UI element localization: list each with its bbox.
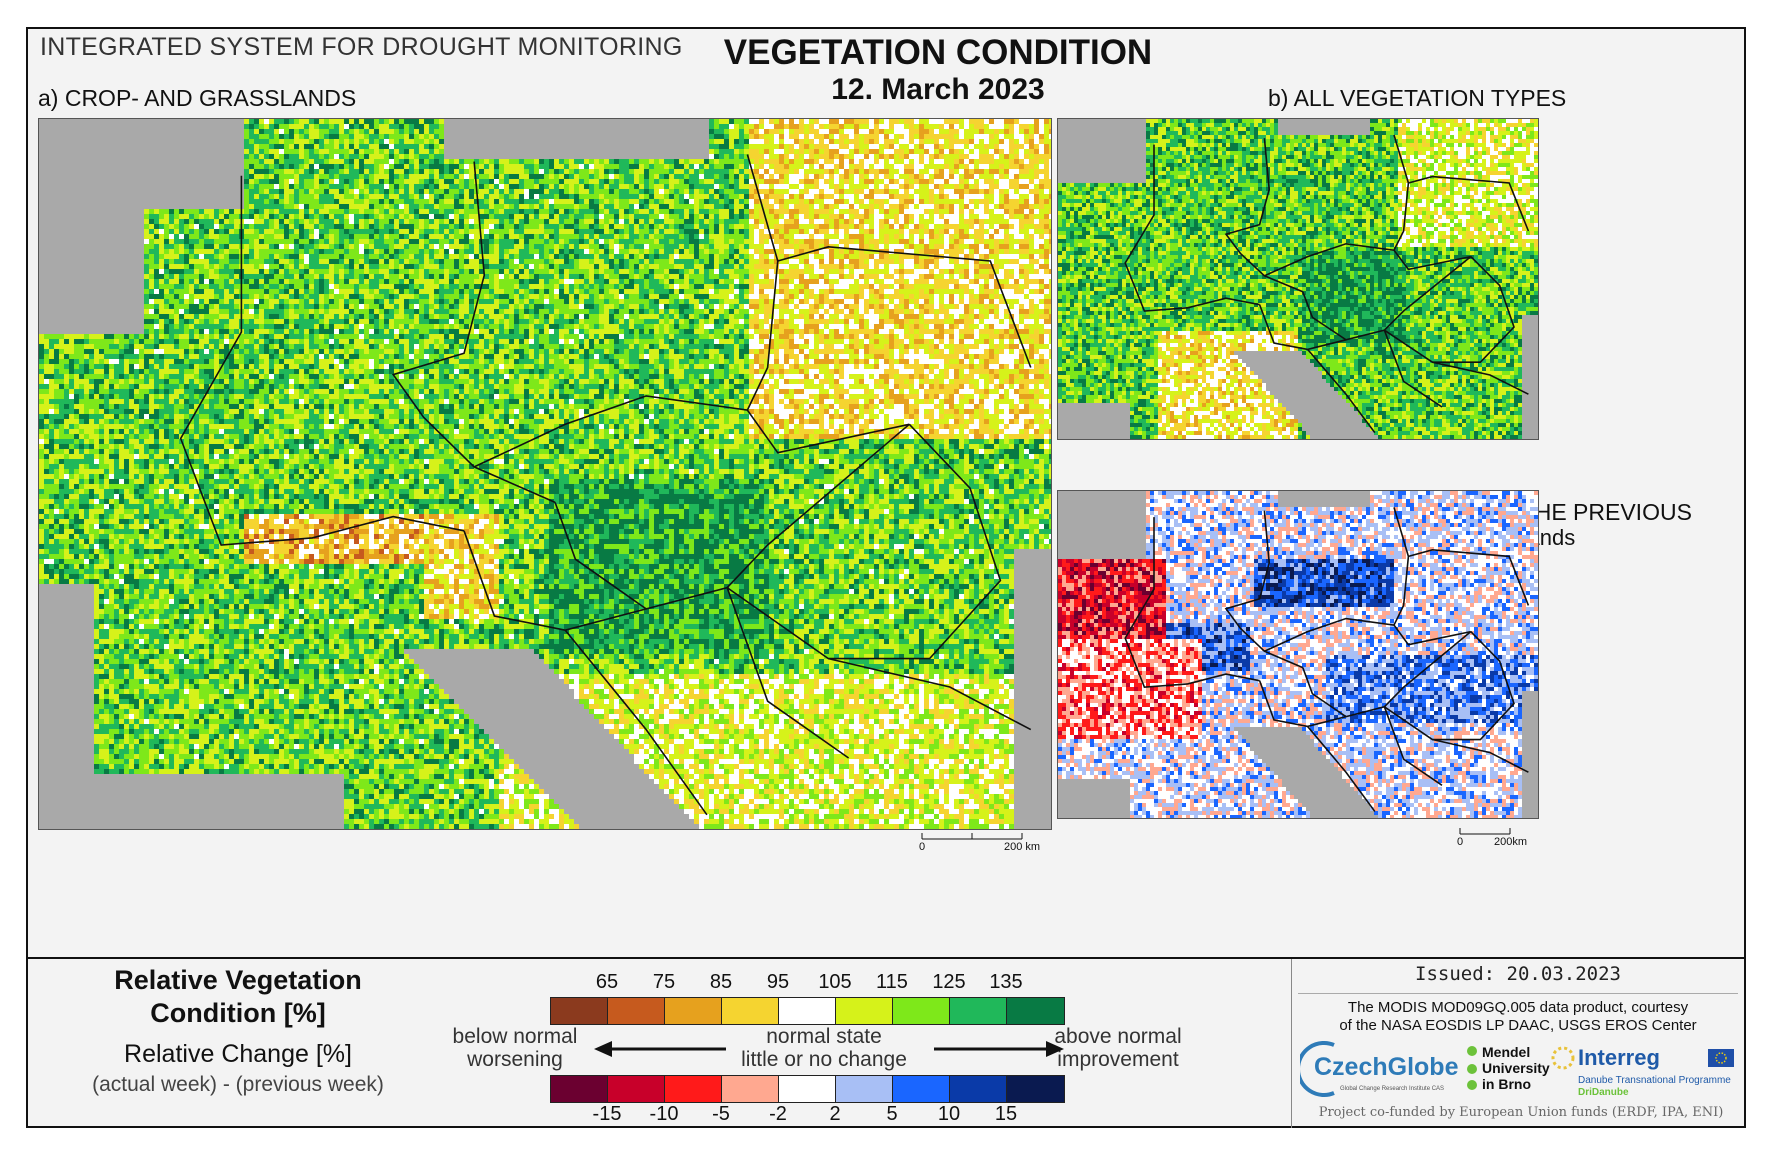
figure-title: VEGETATION CONDITION <box>648 33 1228 73</box>
legend-right-line2: improvement <box>1048 1048 1188 1071</box>
scale-bar-c: 0 200km <box>1456 824 1546 848</box>
interreg-sub: Danube Transnational Programme <box>1578 1075 1738 1086</box>
funding-note: Project co-funded by European Union fund… <box>1298 1105 1744 1120</box>
map-all-vegetation <box>1057 118 1539 440</box>
scale-bar-a: 0 200 km <box>918 829 1058 853</box>
legend-arrows <box>594 1041 1064 1057</box>
rvc-tick-label: 85 <box>691 971 751 994</box>
rvc-swatch <box>608 998 665 1024</box>
left-arrowhead-icon <box>594 1041 612 1057</box>
eu-flag-icon <box>1708 1049 1734 1067</box>
legend-rvc-title-2: Condition [%] <box>88 995 388 1032</box>
mendel-dots-icon <box>1467 1046 1477 1090</box>
raster-pixels <box>1058 119 1538 439</box>
credits-divider <box>1298 993 1738 994</box>
rc-tick-label: 10 <box>919 1103 979 1126</box>
map-weekly-change <box>1057 490 1539 819</box>
scale-zero-a: 0 <box>919 841 925 853</box>
rc-tick-label: -2 <box>748 1103 808 1126</box>
rvc-swatch <box>665 998 722 1024</box>
interreg-stars-icon <box>1551 1046 1575 1070</box>
rvc-tick-label: 105 <box>805 971 865 994</box>
rvc-swatch <box>1007 998 1064 1024</box>
raster-pixels <box>39 119 1051 829</box>
rvc-tick-label: 75 <box>634 971 694 994</box>
rc-tick-label: -15 <box>577 1103 637 1126</box>
country-borders <box>179 154 1032 816</box>
interreg-logo: Interreg Danube Transnational Programme … <box>1548 1043 1738 1103</box>
rc-swatch <box>893 1076 950 1102</box>
scale-label-a: 200 km <box>1004 841 1040 853</box>
rc-tick-label: -5 <box>691 1103 751 1126</box>
rvc-swatch <box>836 998 893 1024</box>
credits-line2: of the NASA EOSDIS LP DAAC, USGS EROS Ce… <box>1298 1017 1738 1034</box>
rc-swatch <box>665 1076 722 1102</box>
rc-tick-label: -10 <box>634 1103 694 1126</box>
rvc-swatch <box>779 998 836 1024</box>
country-borders <box>1124 507 1530 812</box>
legend-rvc-title-1: Relative Vegetation <box>88 962 388 999</box>
map-crop-grasslands <box>38 118 1052 830</box>
rvc-swatch <box>551 998 608 1024</box>
legend-right-line1: above normal <box>1048 1025 1188 1048</box>
panel-a-label: a) CROP- AND GRASSLANDS <box>38 85 356 112</box>
rvc-tick-label: 125 <box>919 971 979 994</box>
rvc-swatch <box>893 998 950 1024</box>
rc-swatch <box>836 1076 893 1102</box>
rc-tick-label: 2 <box>805 1103 865 1126</box>
rvc-tick-label: 135 <box>976 971 1036 994</box>
legend-normal-state: normal state little or no change <box>724 1025 924 1071</box>
rc-colorbar <box>550 1075 1065 1103</box>
rc-swatch <box>1007 1076 1064 1102</box>
rc-swatch <box>608 1076 665 1102</box>
country-borders <box>1124 134 1530 434</box>
panel-b-label: b) ALL VEGETATION TYPES <box>1268 85 1566 112</box>
scale-label-c: 200km <box>1494 836 1527 848</box>
rc-tick-label: 5 <box>862 1103 922 1126</box>
right-arrowhead-icon <box>1046 1041 1064 1057</box>
rc-swatch <box>551 1076 608 1102</box>
legend-separator <box>28 957 1744 959</box>
legend-mid-line1: normal state <box>724 1025 924 1048</box>
map-a-canvas <box>39 119 1051 829</box>
figure-date: 12. March 2023 <box>648 73 1228 107</box>
issued-date: Issued: 20.03.2023 <box>1298 963 1738 985</box>
interreg-name: Interreg <box>1578 1045 1660 1071</box>
czechglobe-name: CzechGlobe <box>1314 1053 1458 1082</box>
credits-separator <box>1291 959 1292 1128</box>
legend-below-normal: below normal worsening <box>435 1025 595 1071</box>
rvc-tick-label: 95 <box>748 971 808 994</box>
mendel-logo: Mendel University in Brno <box>1464 1043 1550 1103</box>
raster-pixels <box>1058 491 1538 818</box>
czechglobe-arc-icon <box>1300 1041 1335 1097</box>
scale-zero-c: 0 <box>1457 836 1463 848</box>
dridanube-name: DriDanube <box>1578 1087 1738 1098</box>
legend-above-normal: above normal improvement <box>1048 1025 1188 1071</box>
rvc-swatch <box>722 998 779 1024</box>
rvc-tick-label: 65 <box>577 971 637 994</box>
legend-left-line1: below normal <box>435 1025 595 1048</box>
legend-rc-title: Relative Change [%] <box>88 1040 388 1069</box>
map-c-canvas <box>1058 491 1538 818</box>
figure-frame: INTEGRATED SYSTEM FOR DROUGHT MONITORING… <box>26 27 1746 1128</box>
rc-swatch <box>779 1076 836 1102</box>
credits-line1: The MODIS MOD09GQ.005 data product, cour… <box>1298 999 1738 1016</box>
legend-mid-line2: little or no change <box>724 1048 924 1071</box>
mendel-name: Mendel University in Brno <box>1482 1044 1554 1092</box>
czechglobe-sub: Global Change Research Institute CAS <box>1340 1086 1444 1092</box>
rvc-colorbar <box>550 997 1065 1025</box>
legend-rc-subtitle: (actual week) - (previous week) <box>88 1073 388 1097</box>
legend-left-line2: worsening <box>435 1048 595 1071</box>
rc-swatch <box>722 1076 779 1102</box>
rvc-swatch <box>950 998 1007 1024</box>
system-name: INTEGRATED SYSTEM FOR DROUGHT MONITORING <box>40 33 683 62</box>
rc-tick-label: 15 <box>976 1103 1036 1126</box>
map-b-canvas <box>1058 119 1538 439</box>
czechglobe-logo: CzechGlobe Global Change Research Instit… <box>1300 1041 1460 1101</box>
rvc-tick-label: 115 <box>862 971 922 994</box>
rc-swatch <box>950 1076 1007 1102</box>
